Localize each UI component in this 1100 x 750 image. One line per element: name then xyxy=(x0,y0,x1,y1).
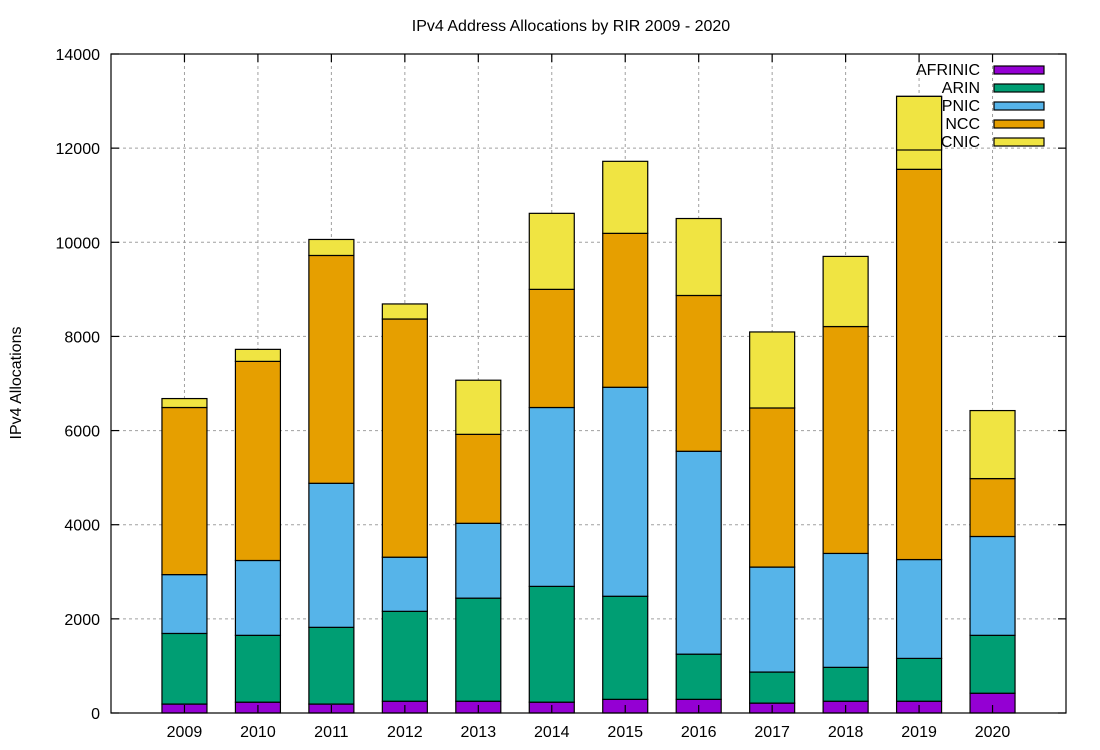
bar-ripe-ncc-2015 xyxy=(602,232,649,388)
bar-ripe-ncc-2019 xyxy=(895,168,943,561)
bar-lacnic-2012 xyxy=(381,303,428,320)
y-axis-ticks: 0 2000 4000 6000 8000 10000 12000 14000 xyxy=(56,47,1066,723)
bar-apnic-2020 xyxy=(969,535,1016,636)
legend-swatch-apnic xyxy=(993,101,1045,111)
bar-lacnic-2009 xyxy=(161,397,208,409)
bar-arin-2013 xyxy=(455,597,502,702)
bar-ripe-ncc-2016 xyxy=(675,294,722,452)
bar-apnic-2010 xyxy=(234,559,282,636)
y-tick-label: 4000 xyxy=(64,518,100,535)
bar-lacnic-2014 xyxy=(528,212,575,290)
bar-arin-2011 xyxy=(308,626,355,705)
y-tick-label: 6000 xyxy=(64,424,100,441)
bar-lacnic-2018 xyxy=(822,255,869,328)
x-tick-label: 2011 xyxy=(314,724,349,741)
x-tick-label: 2016 xyxy=(681,724,717,741)
bar-ripe-ncc-2011 xyxy=(308,254,355,484)
bar-lacnic-2015 xyxy=(602,160,649,234)
bar-apnic-2011 xyxy=(308,482,355,628)
bar-arin-2015 xyxy=(602,595,649,700)
bar-ripe-ncc-2012 xyxy=(381,318,428,558)
bar-arin-2014 xyxy=(528,585,575,703)
bar-arin-2016 xyxy=(675,653,722,700)
legend-label: ARIN xyxy=(942,80,980,97)
bar-ripe-ncc-2018 xyxy=(822,325,869,555)
bar-arin-2018 xyxy=(822,666,869,702)
x-tick-label: 2013 xyxy=(461,724,497,741)
bar-ripe-ncc-2017 xyxy=(749,407,796,568)
bar-lacnic-2020 xyxy=(969,409,1016,480)
legend-swatch-afrinic xyxy=(993,65,1045,75)
chart-title: IPv4 Address Allocations by RIR 2009 - 2… xyxy=(412,18,731,35)
y-tick-label: 8000 xyxy=(64,329,100,346)
plot-border xyxy=(110,53,1067,714)
y-axis-label: IPv4 Allocations xyxy=(8,327,25,440)
bar-arin-2010 xyxy=(234,634,282,703)
bar-lacnic-2011 xyxy=(308,238,355,257)
y-tick-label: 0 xyxy=(91,706,100,723)
bars-overlay xyxy=(895,95,943,151)
x-tick-label: 2012 xyxy=(387,724,423,741)
bar-lacnic-2010 xyxy=(234,348,282,362)
legend-swatch-lacnic xyxy=(993,137,1045,147)
bar-apnic-2014 xyxy=(528,406,575,587)
plot-frame xyxy=(110,53,1067,714)
y-tick-label: 2000 xyxy=(64,612,100,629)
legend-swatch-ripe-ncc xyxy=(993,119,1045,129)
bar-arin-2012 xyxy=(381,610,428,702)
legend-label: AFRINIC xyxy=(916,62,980,79)
x-axis-ticks: 2009 2010 2011 2012 2013 2014 2015 2016 2017 2018… xyxy=(167,54,1011,741)
bar-apnic-2015 xyxy=(602,386,649,597)
bar-apnic-2013 xyxy=(455,522,502,599)
x-tick-label: 2019 xyxy=(901,724,937,741)
y-tick-label: 14000 xyxy=(56,47,101,64)
x-tick-label: 2014 xyxy=(534,724,570,741)
bar-apnic-2019 xyxy=(895,558,943,659)
y-tick-label: 10000 xyxy=(56,235,101,252)
bar-apnic-2017 xyxy=(749,566,796,673)
bar-arin-2020 xyxy=(969,634,1016,694)
bar-overlay-lacnic-2019 xyxy=(895,95,943,151)
bar-arin-2019 xyxy=(895,657,943,702)
legend-label: APNIC xyxy=(931,98,980,115)
bar-apnic-2009 xyxy=(161,574,208,635)
x-tick-label: 2015 xyxy=(607,724,643,741)
bar-apnic-2012 xyxy=(381,556,428,612)
x-tick-label: 2009 xyxy=(167,724,203,741)
bar-ripe-ncc-2020 xyxy=(969,477,1016,538)
bar-arin-2017 xyxy=(749,671,796,704)
bar-apnic-2018 xyxy=(822,552,869,668)
x-tick-label: 2017 xyxy=(754,724,790,741)
bar-lacnic-2016 xyxy=(675,217,722,297)
legend-swatch-arin xyxy=(993,83,1045,93)
bar-ripe-ncc-2014 xyxy=(528,288,575,409)
x-tick-label: 2020 xyxy=(975,724,1011,741)
bar-ripe-ncc-2013 xyxy=(455,433,502,524)
bar-ripe-ncc-2009 xyxy=(161,406,208,576)
bar-lacnic-2013 xyxy=(455,379,502,435)
x-tick-label: 2018 xyxy=(828,724,864,741)
y-tick-label: 12000 xyxy=(56,141,101,158)
x-tick-label: 2010 xyxy=(240,724,276,741)
bar-lacnic-2017 xyxy=(749,331,796,409)
bars xyxy=(161,95,1016,714)
bar-ripe-ncc-2010 xyxy=(234,360,282,562)
bar-arin-2009 xyxy=(161,632,208,705)
bar-apnic-2016 xyxy=(675,450,722,655)
